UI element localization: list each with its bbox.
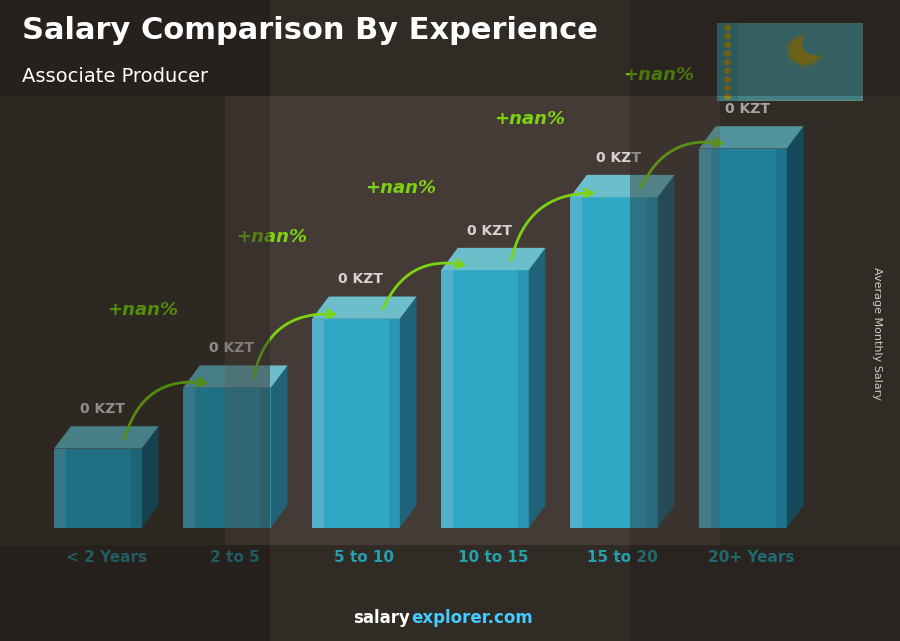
Text: salary: salary <box>353 609 410 627</box>
Text: 0 KZT: 0 KZT <box>338 272 383 287</box>
Text: 5 to 10: 5 to 10 <box>334 550 394 565</box>
Polygon shape <box>570 197 658 528</box>
Polygon shape <box>312 319 400 528</box>
Polygon shape <box>260 388 271 528</box>
Text: +nan%: +nan% <box>108 301 178 319</box>
Circle shape <box>803 32 829 54</box>
Text: 0 KZT: 0 KZT <box>467 224 512 238</box>
Polygon shape <box>717 23 738 101</box>
Text: < 2 Years: < 2 Years <box>66 550 147 565</box>
Text: 20+ Years: 20+ Years <box>708 550 795 565</box>
Polygon shape <box>441 248 545 270</box>
Circle shape <box>724 94 731 99</box>
Circle shape <box>724 25 731 30</box>
Polygon shape <box>441 270 454 528</box>
Polygon shape <box>183 388 195 528</box>
Polygon shape <box>570 197 582 528</box>
Polygon shape <box>183 365 287 388</box>
Polygon shape <box>312 319 324 528</box>
Polygon shape <box>528 248 545 528</box>
Text: Average Monthly Salary: Average Monthly Salary <box>872 267 883 400</box>
Circle shape <box>724 34 731 39</box>
Polygon shape <box>54 426 158 449</box>
Polygon shape <box>400 297 417 528</box>
Circle shape <box>724 85 731 90</box>
Polygon shape <box>658 175 674 528</box>
Text: 0 KZT: 0 KZT <box>210 341 255 355</box>
Polygon shape <box>389 319 400 528</box>
Text: +nan%: +nan% <box>494 110 565 128</box>
Text: +nan%: +nan% <box>365 179 436 197</box>
Polygon shape <box>54 449 67 528</box>
Polygon shape <box>787 126 804 528</box>
Polygon shape <box>271 365 287 528</box>
Polygon shape <box>570 175 674 197</box>
Text: explorer.com: explorer.com <box>411 609 533 627</box>
Text: 0 KZT: 0 KZT <box>725 102 770 116</box>
Text: 0 KZT: 0 KZT <box>597 151 642 165</box>
Text: Salary Comparison By Experience: Salary Comparison By Experience <box>22 16 598 45</box>
Polygon shape <box>131 449 142 528</box>
Polygon shape <box>441 270 528 528</box>
Circle shape <box>724 51 731 56</box>
Circle shape <box>789 37 820 64</box>
Polygon shape <box>647 197 658 528</box>
Text: 0 KZT: 0 KZT <box>80 402 125 416</box>
Polygon shape <box>699 149 787 528</box>
Text: 15 to 20: 15 to 20 <box>587 550 658 565</box>
Circle shape <box>724 77 731 82</box>
Text: +nan%: +nan% <box>624 65 695 84</box>
Polygon shape <box>54 449 142 528</box>
Text: +nan%: +nan% <box>237 228 308 246</box>
Polygon shape <box>183 388 271 528</box>
Text: Associate Producer: Associate Producer <box>22 67 209 87</box>
Polygon shape <box>312 297 417 319</box>
Polygon shape <box>518 270 528 528</box>
Polygon shape <box>699 149 711 528</box>
Text: 10 to 15: 10 to 15 <box>458 550 528 565</box>
FancyBboxPatch shape <box>717 23 863 101</box>
Circle shape <box>724 42 731 47</box>
Text: 2 to 5: 2 to 5 <box>211 550 260 565</box>
Circle shape <box>724 68 731 74</box>
Polygon shape <box>776 149 787 528</box>
Polygon shape <box>142 426 158 528</box>
Polygon shape <box>699 126 804 149</box>
Circle shape <box>724 60 731 65</box>
